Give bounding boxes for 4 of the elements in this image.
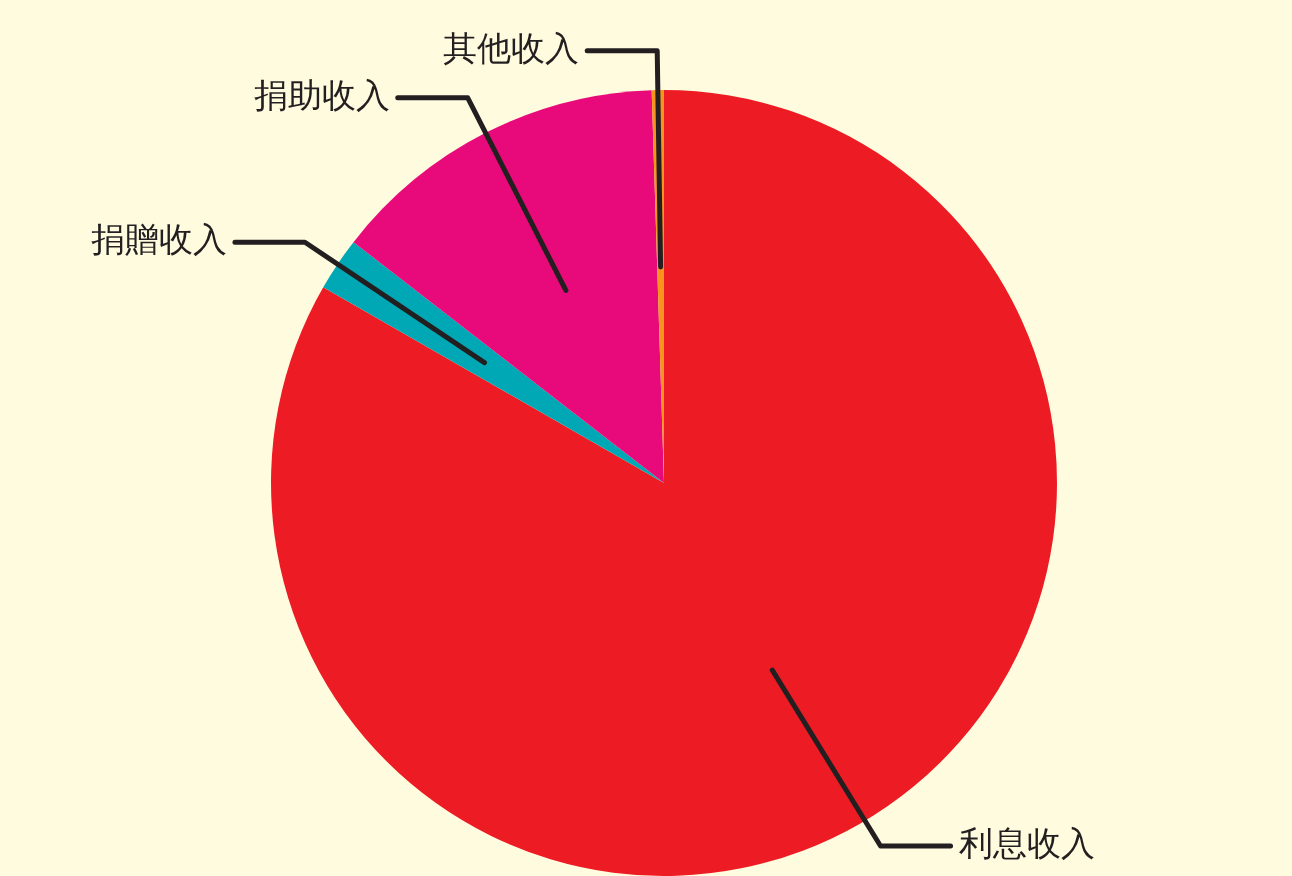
slice-label: 捐助收入	[253, 74, 390, 115]
slice-label: 利息收入	[958, 822, 1095, 863]
slice-label: 捐贈收入	[90, 219, 227, 260]
slice-label: 其他收入	[443, 27, 580, 68]
